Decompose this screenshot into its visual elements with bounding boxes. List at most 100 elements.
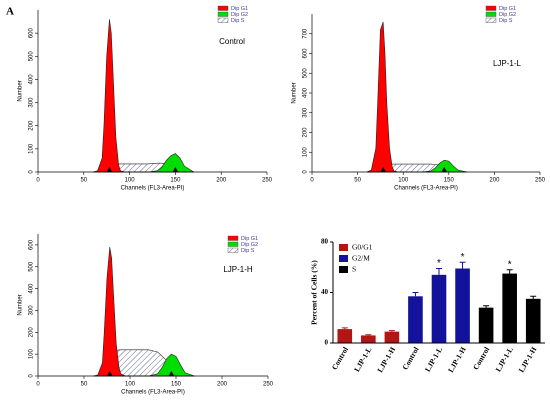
y-tick-label: 300: [29, 97, 35, 108]
x-tick-label: 200: [216, 178, 227, 184]
x-tick-label: Control: [330, 345, 350, 371]
bar: [525, 298, 541, 343]
x-tick-label: 100: [125, 382, 136, 388]
legend-swatch: [227, 235, 239, 241]
y-tick-label: 600: [29, 239, 35, 250]
error-bar: [530, 295, 537, 299]
y-tick-label: 0: [29, 170, 35, 174]
bar: [361, 335, 376, 343]
bar: [455, 268, 470, 343]
y-tick-label: 500: [303, 68, 309, 79]
y-tick-label: 0: [303, 170, 309, 174]
bar: [478, 307, 494, 343]
y-tick-label: 300: [29, 305, 35, 316]
y-tick-label: 400: [29, 74, 35, 85]
y-tick-label: 40: [321, 288, 329, 296]
legend-label: Dip S: [241, 248, 255, 254]
y-tick-label: 100: [29, 348, 35, 359]
legend-swatch: [227, 241, 239, 247]
x-axis-label: Channels (FL3-Area-PI): [121, 186, 185, 192]
x-tick-label: 100: [125, 178, 136, 184]
legend-label: G2/M: [352, 254, 370, 263]
bar: [337, 329, 353, 343]
legend-swatch: [485, 5, 497, 11]
y-tick-label: 100: [303, 147, 309, 158]
error-bar: [388, 330, 395, 332]
y-tick-label: 600: [29, 27, 35, 38]
error-bar: [365, 334, 372, 336]
panel-label: A: [6, 6, 14, 18]
x-tick-label: LJP-1-H: [375, 345, 397, 374]
legend-swatch: [217, 5, 229, 11]
x-tick-label: LJP-1-H: [446, 345, 468, 374]
peak-marker: [106, 167, 112, 172]
legend-label: G0/G1: [352, 243, 373, 252]
y-tick-label: 200: [303, 127, 309, 138]
error-bar: [341, 327, 348, 330]
bar: [384, 331, 400, 343]
x-tick-label: 50: [80, 178, 87, 184]
legend-label: Dip G1: [241, 236, 258, 242]
y-axis-label: Percent of Cells (%): [310, 260, 319, 325]
legend-label: Dip G1: [499, 6, 516, 12]
significance-mark: *: [437, 258, 441, 269]
x-tick-label: 150: [444, 178, 455, 184]
y-tick-label: 80: [321, 238, 329, 246]
x-tick-label: 250: [263, 382, 274, 388]
error-bar: [459, 261, 466, 269]
bar: [502, 273, 517, 343]
x-tick-label: 250: [262, 178, 273, 184]
error-bar: [506, 269, 513, 274]
peak-marker: [107, 371, 113, 376]
significance-mark: *: [461, 252, 465, 263]
x-tick-label: 200: [489, 178, 500, 184]
legend-label: Dip S: [499, 18, 513, 24]
legend-label: S: [352, 265, 356, 274]
legend-label: Dip S: [231, 18, 245, 24]
legend-swatch: [217, 17, 229, 23]
x-tick-label: Control: [400, 345, 420, 371]
legend-swatch: [227, 247, 239, 253]
x-axis-label: Channels (FL3-Area-PI): [121, 390, 185, 396]
legend-swatch: [485, 11, 497, 17]
y-tick-label: 600: [303, 48, 309, 59]
error-bar: [436, 268, 442, 275]
y-tick-label: 0: [325, 339, 329, 347]
legend-label: Dip G2: [241, 242, 258, 248]
bar: [431, 274, 447, 343]
y-axis-label: Number: [18, 80, 24, 101]
y-tick-label: 200: [29, 120, 35, 131]
legend-swatch: [339, 266, 348, 273]
legend-swatch: [217, 11, 229, 17]
error-bar: [483, 305, 490, 308]
histogram-area: [92, 19, 194, 173]
legend-swatch: [339, 255, 348, 262]
x-tick-label: Control: [471, 345, 491, 371]
x-tick-label: 50: [81, 382, 88, 388]
y-axis-label: Number: [292, 82, 298, 103]
peak-marker: [441, 167, 447, 172]
panel-title: Control: [219, 37, 245, 46]
x-tick-label: 0: [310, 178, 314, 184]
y-tick-label: 0: [29, 374, 35, 378]
histogram-area: [366, 21, 468, 173]
x-tick-label: LJP-1-L: [352, 345, 373, 373]
peak-marker: [172, 167, 178, 172]
y-axis-label: Number: [18, 294, 24, 315]
y-tick-label: 100: [29, 143, 35, 154]
error-bar: [412, 292, 419, 297]
panel-title: LJP-1-H: [223, 265, 253, 274]
y-tick-label: 400: [29, 283, 35, 294]
significance-mark: *: [508, 259, 512, 270]
bar: [408, 296, 423, 343]
x-tick-label: 150: [171, 382, 182, 388]
y-tick-label: 300: [303, 107, 309, 118]
y-tick-label: 500: [29, 51, 35, 62]
x-tick-label: 0: [36, 178, 40, 184]
x-tick-label: 150: [170, 178, 181, 184]
x-tick-label: LJP-1-L: [423, 345, 444, 373]
legend-swatch: [339, 244, 348, 251]
legend-label: Dip G1: [231, 6, 248, 12]
x-axis-label: Channels (FL3-Area-PI): [394, 186, 458, 192]
